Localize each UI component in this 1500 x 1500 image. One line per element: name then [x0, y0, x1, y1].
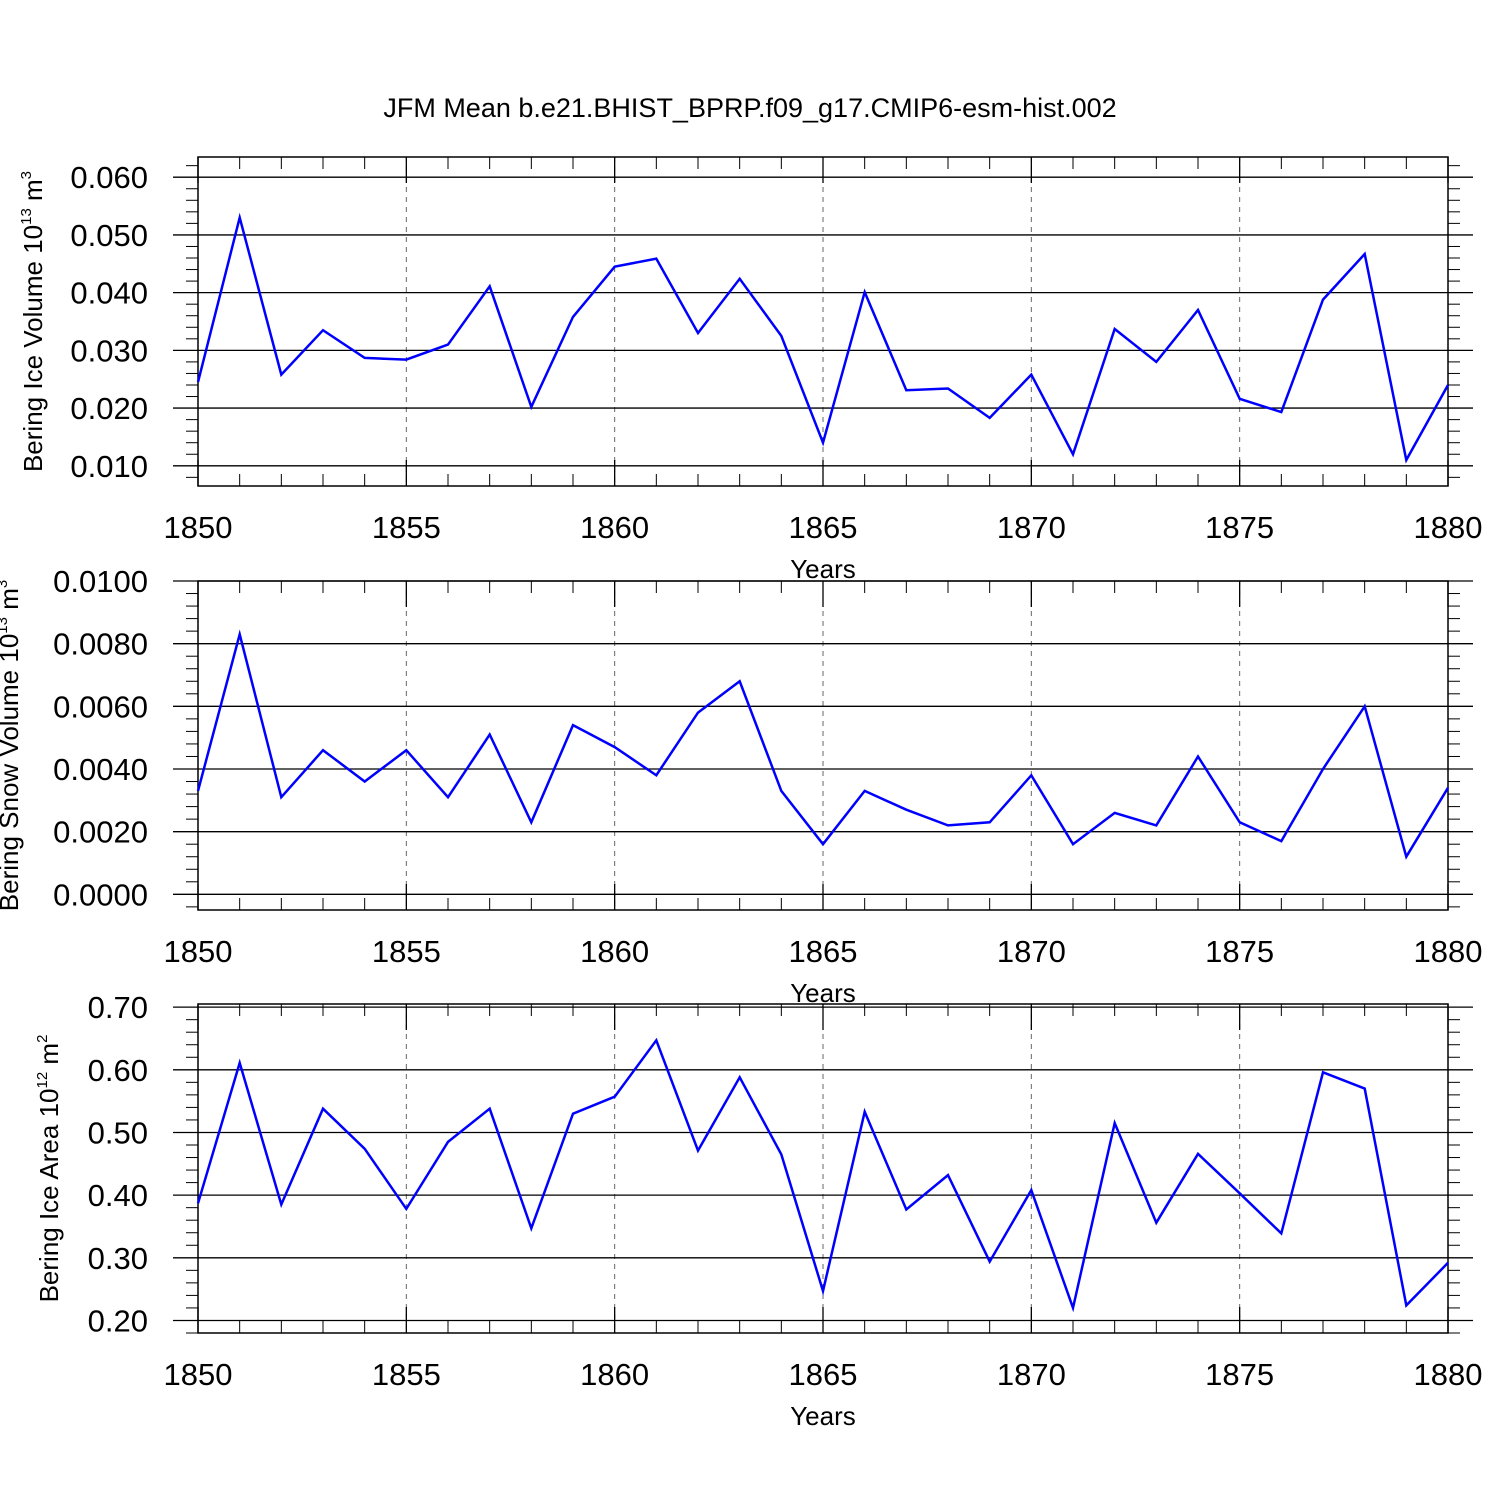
y-tick-label: 0.010	[70, 449, 148, 484]
x-tick-label: 1850	[164, 934, 233, 969]
y-tick-label: 0.040	[70, 276, 148, 311]
y-tick-label: 0.0040	[53, 752, 148, 787]
x-tick-label: 1880	[1414, 934, 1483, 969]
y-tick-label: 0.20	[88, 1303, 148, 1338]
x-tick-label: 1860	[580, 1357, 649, 1392]
y-axis-label: Bering Ice Area 1012 m2	[34, 1035, 64, 1303]
y-tick-label: 0.060	[70, 160, 148, 195]
x-tick-label: 1875	[1205, 1357, 1274, 1392]
panel-3: 0.20 0.30 0.40 0.50 0.60 0.70 1850 1855 1860 1865…	[34, 990, 1482, 1431]
x-tick-label: 1860	[580, 934, 649, 969]
x-tick-label: 1860	[580, 510, 649, 545]
x-tick-label: 1850	[164, 1357, 233, 1392]
x-tick-label: 1870	[997, 510, 1066, 545]
x-tick-label: 1855	[372, 1357, 441, 1392]
panel-2: 0.0000 0.0020 0.0040 0.0060 0.0080 0.0100 1850…	[0, 564, 1482, 1008]
plot-frame	[197, 580, 1449, 911]
y-axis-label: Bering Snow Volume 1013 m3	[0, 580, 24, 911]
x-axis-label: Years	[790, 1401, 856, 1431]
x-axis-label: Years	[790, 978, 856, 1008]
x-tick-label: 1880	[1414, 510, 1483, 545]
y-tick-label: 0.30	[88, 1241, 148, 1276]
x-tick-label: 1875	[1205, 510, 1274, 545]
x-tick-label: 1875	[1205, 934, 1274, 969]
y-tick-label: 0.70	[88, 990, 148, 1025]
y-tick-label: 0.60	[88, 1053, 148, 1088]
chart-title: JFM Mean b.e21.BHIST_BPRP.f09_g17.CMIP6-…	[383, 93, 1116, 123]
y-tick-label: 0.40	[88, 1178, 148, 1213]
x-tick-label: 1855	[372, 510, 441, 545]
y-tick-label: 0.50	[88, 1115, 148, 1150]
y-tick-label: 0.050	[70, 218, 148, 253]
plot-frame	[197, 156, 1449, 487]
y-tick-label: 0.0060	[53, 689, 148, 724]
y-tick-label: 0.030	[70, 333, 148, 368]
y-tick-label: 0.020	[70, 391, 148, 426]
y-axis-label: Bering Ice Volume 1013 m3	[18, 171, 48, 472]
x-tick-label: 1850	[164, 510, 233, 545]
x-tick-label: 1865	[789, 934, 858, 969]
y-tick-label: 0.0000	[53, 877, 148, 912]
x-tick-label: 1855	[372, 934, 441, 969]
y-tick-label: 0.0020	[53, 815, 148, 850]
x-axis-label: Years	[790, 554, 856, 584]
x-tick-label: 1865	[789, 1357, 858, 1392]
panel-1: 0.010 0.020 0.030 0.040 0.050 0.060 1850 1855 18…	[18, 156, 1483, 584]
x-tick-label: 1870	[997, 1357, 1066, 1392]
y-tick-label: 0.0100	[53, 564, 148, 599]
plot-frame	[197, 1003, 1449, 1334]
x-tick-label: 1865	[789, 510, 858, 545]
x-tick-label: 1880	[1414, 1357, 1483, 1392]
y-tick-label: 0.0080	[53, 627, 148, 662]
x-tick-label: 1870	[997, 934, 1066, 969]
